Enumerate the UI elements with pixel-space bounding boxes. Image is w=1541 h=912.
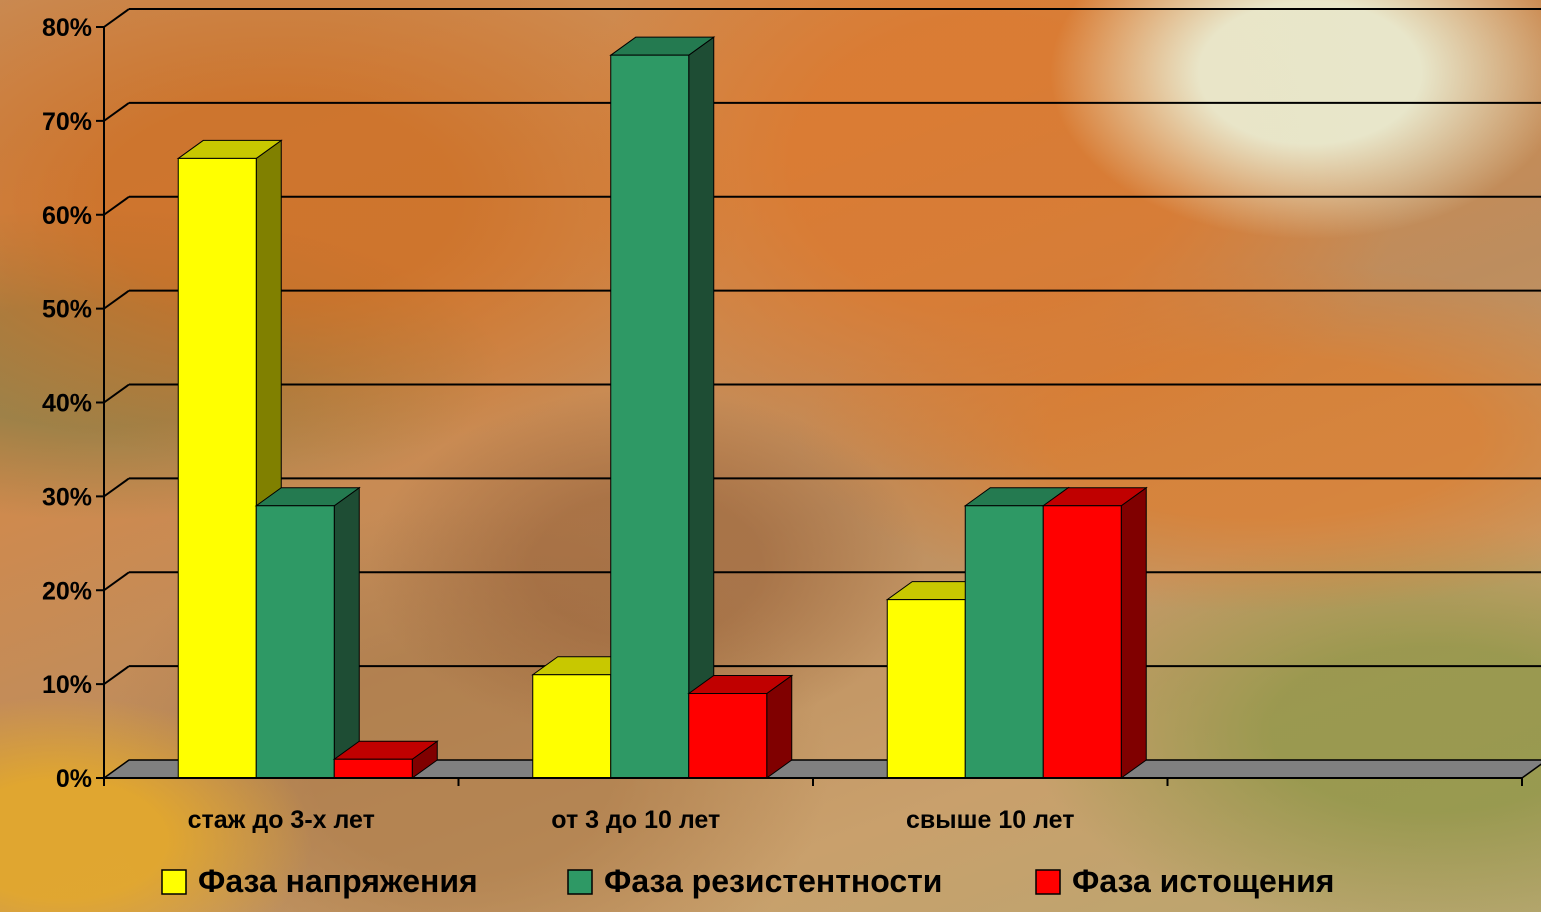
bar — [254, 486, 361, 779]
y-tick-label: 10% — [42, 671, 92, 699]
gridline-diagonal — [103, 102, 130, 122]
gridline-diagonal — [103, 571, 130, 592]
bar-side — [333, 486, 360, 779]
gridline-diagonal — [103, 195, 130, 216]
bar-front — [964, 505, 1044, 779]
bar-front — [1042, 505, 1122, 779]
bar — [687, 674, 794, 779]
legend: Фаза напряжения Фаза резистентности Фаза и… — [161, 863, 1334, 899]
value-axis: 0% 10% 20% 30% 40% 50% 60% 70% 80% — [42, 14, 105, 793]
gridline-diagonal — [103, 477, 130, 498]
bar-front — [886, 599, 966, 779]
y-tick-label: 50% — [42, 296, 92, 324]
gridline-diagonal — [103, 8, 130, 28]
bar-side — [688, 36, 715, 779]
y-tick-label: 80% — [42, 14, 92, 42]
bar — [885, 580, 992, 779]
legend-swatch — [1035, 869, 1061, 895]
bars — [176, 36, 1148, 779]
bar-front — [255, 505, 335, 779]
bar-front — [177, 157, 257, 779]
gridline-diagonal — [103, 383, 130, 404]
legend-label: Фаза напряжения — [198, 863, 478, 899]
bar-front — [688, 693, 768, 779]
gridlines — [103, 8, 1541, 685]
category-label: стаж до 3-х лет — [188, 806, 375, 834]
category-label: свыше 10 лет — [906, 806, 1074, 834]
bar-front — [532, 674, 612, 779]
y-tick-label: 40% — [42, 390, 92, 418]
category-axis: стаж до 3-х лет от 3 до 10 лет свыше 10 ле… — [103, 777, 1523, 834]
y-tick-label: 0% — [56, 765, 92, 793]
legend-swatch — [567, 869, 593, 895]
bar-front — [610, 54, 690, 779]
legend-label: Фаза истощения — [1072, 863, 1334, 899]
bar-side — [1120, 486, 1147, 779]
bar — [609, 36, 716, 779]
y-tick-label: 70% — [42, 108, 92, 136]
y-tick-label: 20% — [42, 577, 92, 605]
bar — [1041, 486, 1148, 779]
bar — [332, 740, 439, 779]
bar-front — [333, 758, 413, 779]
legend-swatch — [161, 869, 187, 895]
y-tick-label: 60% — [42, 202, 92, 230]
gridline-diagonal — [103, 289, 130, 310]
y-tick-label: 30% — [42, 483, 92, 511]
category-label: от 3 до 10 лет — [551, 806, 720, 834]
gridline-diagonal — [103, 665, 130, 685]
legend-label: Фаза резистентности — [604, 863, 942, 899]
